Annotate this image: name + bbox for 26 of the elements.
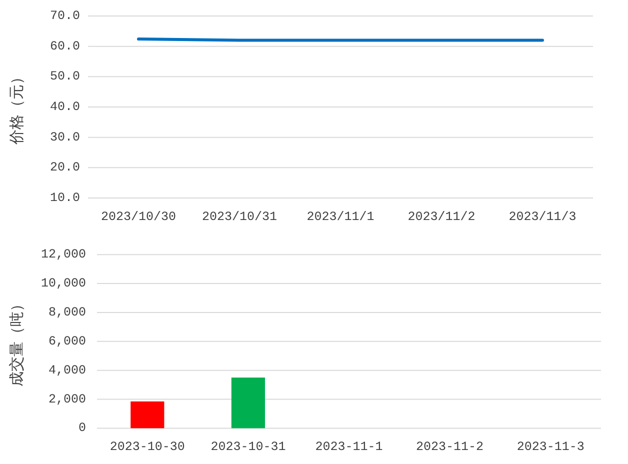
y-tick-label: 12,000 xyxy=(40,248,86,262)
x-tick-label: 2023/10/30 xyxy=(100,210,176,224)
y-tick-label: 8,000 xyxy=(48,305,86,320)
x-tick-label: 2023/11/2 xyxy=(408,210,476,224)
y-tick-label: 10,000 xyxy=(40,276,86,291)
x-tick-label: 2023-11-3 xyxy=(516,440,584,454)
y-tick-label: 60.0 xyxy=(50,39,80,54)
y-tick-label: 40.0 xyxy=(50,100,80,114)
y-tick-label: 30.0 xyxy=(50,130,80,144)
y-tick-label: 50.0 xyxy=(50,70,80,84)
y-tick-label: 6,000 xyxy=(48,334,86,348)
x-tick-label: 2023-11-1 xyxy=(315,440,383,454)
x-tick-label: 2023-10-30 xyxy=(110,440,185,454)
y-tick-label: 70.0 xyxy=(50,9,80,23)
y-axis-title: 成交量（吨） xyxy=(8,296,26,386)
x-tick-label: 2023-10-31 xyxy=(210,440,286,454)
x-tick-label: 2023/11/1 xyxy=(306,210,374,224)
x-tick-label: 2023/11/3 xyxy=(508,210,576,224)
y-tick-label: 10.0 xyxy=(50,191,80,205)
y-tick-label: 4,000 xyxy=(48,363,86,378)
y-tick-label: 2,000 xyxy=(48,392,86,406)
y-tick-label: 20.0 xyxy=(50,160,80,175)
y-axis-title: 价格（元） xyxy=(8,70,26,146)
y-tick-label: 0 xyxy=(78,421,86,436)
x-tick-label: 2023-11-2 xyxy=(416,440,484,454)
x-tick-label: 2023/10/31 xyxy=(202,210,278,224)
